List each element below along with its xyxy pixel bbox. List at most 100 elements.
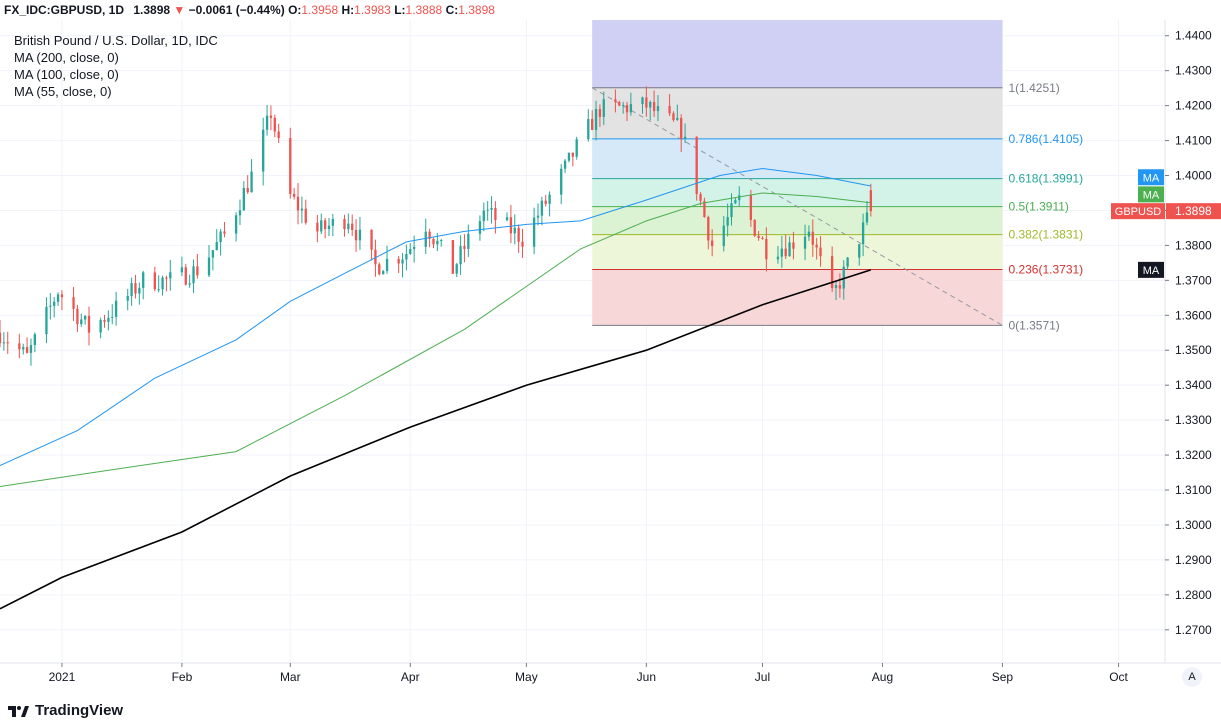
candle [320,213,323,235]
price-tick-label: 1.4200 [1175,99,1212,113]
axis-label-value-bg [1166,203,1221,220]
candle [544,195,547,207]
candle [440,238,443,247]
candle [378,262,381,276]
time-tick-label: Feb [172,670,193,684]
candle [343,214,346,237]
candle [707,215,710,250]
candle [560,164,563,205]
price-tick-label: 1.2800 [1175,588,1212,602]
candle [842,260,845,300]
candle-body [811,231,814,245]
candle [571,152,574,167]
candle [753,219,756,237]
price-tick-label: 1.3400 [1175,378,1212,392]
candle [196,253,199,279]
candle [304,199,307,225]
candle-body [807,231,811,237]
candle [412,235,416,263]
fib-zone [592,206,1003,235]
candle [594,100,598,141]
candle [370,229,373,261]
candle-body [316,222,319,232]
candle-body [575,139,578,157]
candle [838,273,842,298]
candle-body [780,248,783,257]
candle [153,266,156,292]
tradingview-logo-icon [8,706,29,717]
candle [703,197,706,218]
candle-body [370,229,373,250]
candle-body [343,219,346,230]
candle-body [397,258,400,264]
candle-body [672,113,675,121]
candle-body [865,212,869,223]
down-arrow-icon: ▼ [173,3,186,17]
candle [815,237,818,260]
candle [649,100,652,121]
candle [749,189,753,227]
candle [49,293,52,320]
candle-body [614,99,617,103]
candle-body [45,306,48,335]
candle-body [33,334,36,346]
candle-body [142,272,145,288]
time-tick-label: 2021 [49,670,76,684]
candle [76,305,79,332]
candle-body [126,295,129,301]
candle-body [219,231,222,243]
ma200-line [0,269,872,610]
candle [776,245,780,264]
last-price: 1.3898 [133,3,171,17]
candle [0,319,2,348]
candle-body [842,266,845,289]
close-value: 1.3898 [458,3,495,17]
ma55-line [0,167,871,467]
candle-body [703,200,706,217]
fib-zone [592,178,1003,207]
axis-label-name: GBPUSD [1115,206,1162,218]
candle [621,101,625,114]
candle [83,315,87,325]
open-value: 1.3958 [301,3,339,17]
low-label: L: [394,3,406,17]
axis-label-bg [1138,261,1164,278]
time-tick-label: Jul [755,670,770,684]
candle [234,212,238,242]
candle [53,297,56,318]
candle [22,343,25,355]
candle-body [676,117,679,121]
candle-body [680,117,683,139]
candle-body [602,99,605,117]
legend-ma55[interactable]: MA (55, close, 0) [14,84,112,99]
candle [834,280,838,301]
candle-body [130,283,133,296]
fib-level-label: 0.382(1.3831) [1008,228,1083,242]
candle [587,109,590,142]
candle [184,263,187,286]
candle-body [323,220,327,230]
fib-level-label: 0.236(1.3731) [1008,263,1083,277]
brand-logo[interactable]: TradingView [8,700,123,722]
legend-ma100[interactable]: MA (100, close, 0) [14,67,119,82]
candle-body [351,223,354,230]
candle [548,191,551,217]
candle-body [563,160,567,169]
candle [327,217,331,237]
candle [486,200,489,221]
candle-body [467,233,470,249]
candle-body [165,277,168,279]
candle [56,292,60,306]
candle [358,216,362,250]
candle [865,201,869,226]
candle-body [29,345,33,353]
auto-scale-button[interactable]: A [1182,667,1202,687]
candle-body [0,332,2,344]
candle [869,183,873,217]
legend-ma200[interactable]: MA (200, close, 0) [14,50,119,65]
candle-body [238,210,242,216]
price-tick-label: 1.3100 [1175,483,1212,497]
symbol-name[interactable]: FX_IDC:GBPUSD, 1D [4,3,125,17]
fib-level-label: 0.786(1.4105) [1008,132,1083,146]
